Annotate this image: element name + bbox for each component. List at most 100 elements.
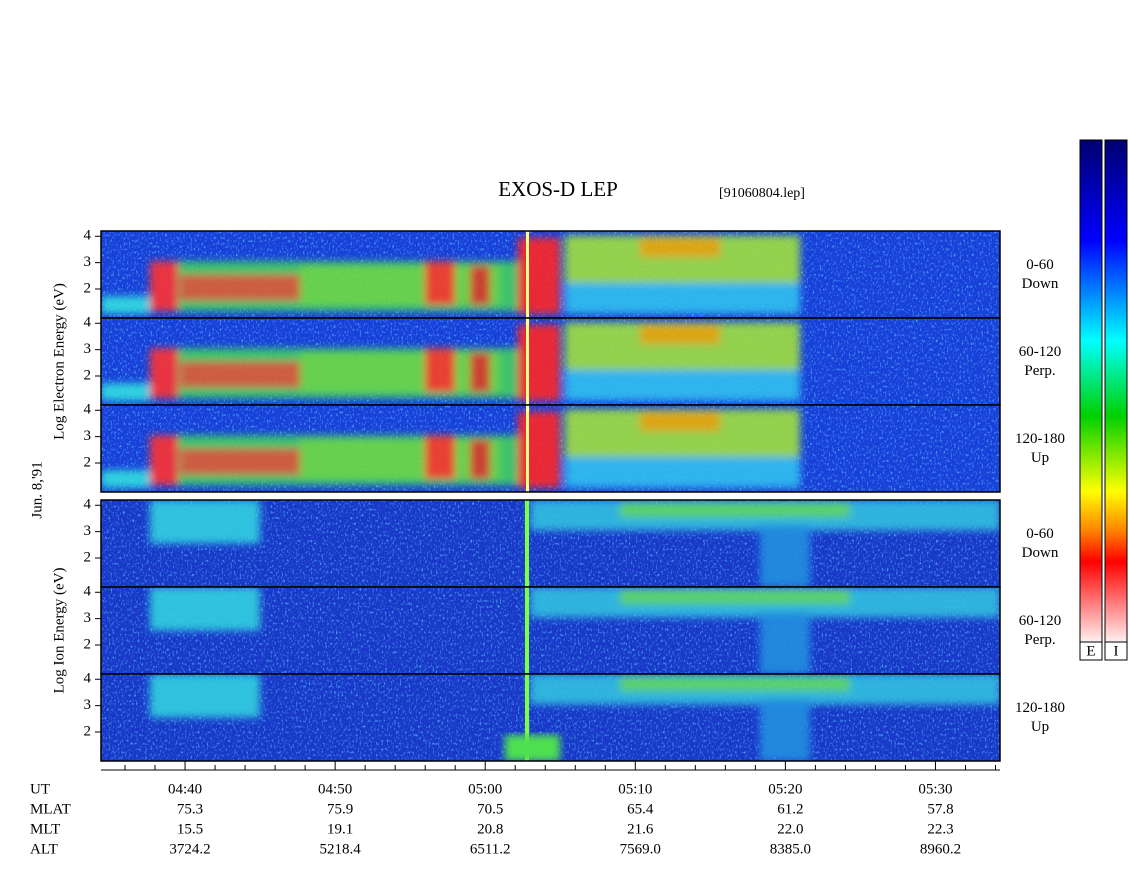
ephemeris-value: 15.5 (177, 821, 203, 837)
spectrogram-feature (470, 352, 490, 392)
panel-direction: Up (1031, 719, 1049, 735)
spectrogram-feature (518, 324, 560, 401)
x-tick-label: 05:00 (468, 781, 502, 797)
y-tick-label: 3 (84, 254, 92, 270)
y-tick-label: 3 (84, 523, 92, 539)
panel-angle: 60-120 (1019, 344, 1062, 360)
spectrogram-feature (760, 526, 810, 587)
spectrogram-feature (640, 324, 720, 345)
ephemeris-value: 22.0 (777, 821, 803, 837)
colorbar-label: I (1114, 643, 1119, 659)
ephemeris-value: 7569.0 (620, 841, 661, 857)
spectrogram-features (150, 587, 1000, 674)
spectrogram-feature (101, 470, 150, 488)
y-tick-label: 4 (84, 671, 92, 687)
ephemeris-value: 21.6 (627, 821, 654, 837)
ephemeris-value: 70.5 (477, 801, 503, 817)
y-tick-label: 3 (84, 610, 92, 626)
ephemeris-value: 65.4 (627, 801, 654, 817)
y-axis-label: Log Electron Energy (eV) (51, 283, 67, 440)
spectrogram-feature (425, 261, 455, 305)
y-tick-label: 4 (84, 497, 92, 513)
spectrogram-panel (101, 587, 1000, 674)
ephemeris-value: 61.2 (777, 801, 803, 817)
spectrogram-feature (425, 348, 455, 392)
date-label: Jun. 8,'91 (29, 461, 45, 518)
file-name: [91060804.lep] (719, 186, 805, 201)
y-tick-label: 2 (84, 280, 92, 296)
x-tick-label: 04:40 (168, 781, 202, 797)
spectrogram-feature (101, 383, 150, 401)
ephemeris-label: ALT (30, 841, 58, 857)
spectrogram-panel (101, 405, 1000, 492)
spectrogram-feature (101, 296, 150, 314)
y-tick-label: 2 (84, 367, 92, 383)
spectrogram-panel (101, 500, 1000, 587)
y-axis-label: Log Ion Energy (eV) (51, 568, 67, 694)
spectrogram-feature (150, 435, 178, 486)
spectrogram-feature (760, 613, 810, 674)
panel-direction: Down (1022, 545, 1059, 561)
y-tick-label: 4 (84, 402, 92, 418)
y-tick-label: 4 (84, 315, 92, 331)
panel-frame (100, 673, 1001, 762)
y-tick-label: 2 (84, 454, 92, 470)
spectrogram-feature (180, 448, 300, 475)
y-tick-label: 2 (84, 549, 92, 565)
spectrogram-feature (565, 370, 800, 401)
y-tick-label: 4 (84, 584, 92, 600)
spectrogram-features (101, 322, 800, 401)
panel-direction: Down (1022, 276, 1059, 292)
spectrogram-feature (526, 318, 529, 405)
ephemeris-label: MLAT (30, 801, 71, 817)
spectrogram-feature (620, 676, 850, 692)
spectrogram-feature (300, 352, 500, 392)
y-tick-label: 4 (84, 228, 92, 244)
spectrogram-feature (525, 500, 529, 587)
colorbar-label-box (1104, 641, 1128, 661)
panel-direction: Up (1031, 450, 1049, 466)
spectrogram-feature (150, 674, 260, 718)
spectrogram-feature (425, 435, 455, 479)
spectrogram-feature (640, 237, 720, 258)
spectrogram-feature (640, 411, 720, 432)
spectrogram-feature (470, 439, 490, 479)
spectrogram-panel (101, 674, 1000, 761)
y-tick-label: 3 (84, 428, 92, 444)
spectrogram-feature (470, 265, 490, 305)
x-tick-label: 05:20 (768, 781, 802, 797)
ephemeris-value: 75.9 (327, 801, 353, 817)
panel-angle: 0-60 (1026, 526, 1054, 542)
spectrogram-feature (620, 589, 850, 605)
y-tick-label: 2 (84, 723, 92, 739)
spectrogram-features (150, 500, 1000, 587)
ephemeris-label: MLT (30, 821, 60, 837)
ephemeris-value: 57.8 (927, 801, 953, 817)
spectrogram-feature (180, 274, 300, 301)
ephemeris-value: 8385.0 (770, 841, 811, 857)
panel-angle: 120-180 (1015, 431, 1065, 447)
spectrogram-features (101, 235, 800, 314)
panel-angle: 120-180 (1015, 700, 1065, 716)
spectrogram-feature (526, 231, 529, 318)
x-tick-label: 05:10 (618, 781, 652, 797)
colorbar (1104, 139, 1128, 643)
x-axis-label: UT (30, 781, 50, 797)
spectrogram-feature (525, 674, 529, 761)
spectrogram-feature (620, 502, 850, 518)
colorbar-label-box (1079, 641, 1103, 661)
spectrogram-feature (150, 348, 178, 399)
title: EXOS-D LEP (498, 177, 618, 201)
panel-direction: Perp. (1024, 363, 1055, 379)
spectrogram-feature (300, 439, 500, 479)
x-tick-label: 04:50 (318, 781, 352, 797)
spectrogram-feature (518, 237, 560, 314)
ephemeris-value: 19.1 (327, 821, 353, 837)
ephemeris-value: 6511.2 (470, 841, 511, 857)
spectrogram-feature (150, 500, 260, 544)
spectrogram-features (101, 409, 800, 488)
ephemeris-value: 22.3 (927, 821, 953, 837)
y-tick-label: 2 (84, 636, 92, 652)
spectrogram-feature (525, 587, 529, 674)
